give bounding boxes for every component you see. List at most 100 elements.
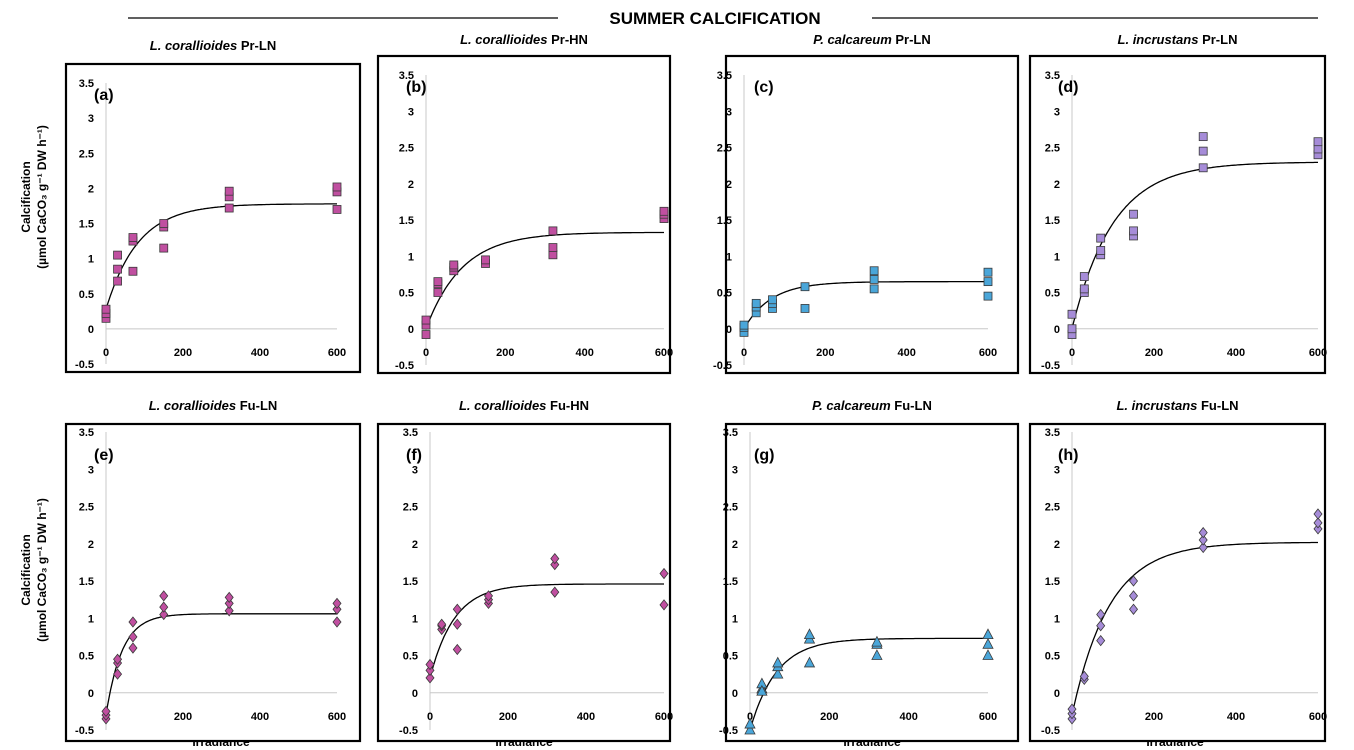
data-point-g (803, 656, 816, 668)
xtick-label-f: 400 (577, 711, 595, 723)
xtick-label-h: 200 (1145, 711, 1163, 723)
ytick-label-b: 0 (408, 324, 414, 336)
data-point-b (548, 250, 558, 260)
panel-treatment-c: Pr-LN (892, 32, 931, 47)
ytick-label-e: 2.5 (79, 502, 94, 514)
ytick-label-h: 1.5 (1045, 576, 1060, 588)
data-point-c (869, 275, 879, 284)
xtick-label-e: 400 (251, 711, 269, 723)
data-point-f (437, 618, 447, 630)
ytick-label-e: 3.5 (79, 427, 94, 439)
data-point-e (113, 653, 123, 665)
panel-frame-c (724, 54, 1020, 375)
data-point-g (744, 717, 756, 729)
ytick-label-d: 0.5 (1045, 288, 1060, 300)
fit-curve-b (425, 231, 664, 330)
data-point-e (128, 631, 138, 643)
ytick-label-d: -0.5 (1041, 360, 1060, 372)
data-point-d (1129, 209, 1138, 219)
panel-letter-e: (e) (94, 447, 114, 464)
ytick-label-f: 2 (412, 539, 418, 551)
data-point-d (1198, 146, 1208, 156)
panel-frame-a (64, 62, 362, 374)
data-point-f (452, 603, 462, 615)
data-point-c (983, 277, 993, 287)
figure-title: SUMMER CALCIFICATION (609, 9, 820, 28)
xtick-label-b: 0 (423, 347, 429, 359)
data-point-e (332, 616, 342, 628)
panels: L. corallioides Pr-LN -0.5 0 0.5 1 1.5 2 2.5 3 3.… (64, 32, 1327, 743)
ytick-label-f: 2.5 (403, 502, 418, 514)
panel-species-h: L. incrustans (1116, 398, 1197, 413)
ytick-label-d: 1 (1054, 251, 1060, 263)
ytick-label-b: 2.5 (399, 143, 414, 155)
data-point-e (224, 591, 234, 604)
data-point-f (550, 586, 560, 598)
data-point-d (1079, 284, 1089, 294)
xtick-label-c: 0 (741, 347, 747, 359)
ytick-label-b: -0.5 (395, 360, 414, 372)
ytick-label-e: 1 (88, 613, 94, 625)
data-point-b (421, 330, 431, 339)
panel-title-d: L. incrustans Pr-LN (1118, 32, 1238, 47)
ytick-label-c: 0.5 (717, 288, 732, 300)
panel-frame-e (64, 422, 362, 743)
ytick-label-c: 1.5 (717, 215, 732, 227)
ytick-label-f: 0.5 (403, 651, 418, 663)
data-point-a (159, 219, 169, 228)
data-point-h (1313, 517, 1323, 529)
data-point-g (744, 723, 756, 735)
ytick-label-g: 2.5 (723, 502, 738, 514)
ytick-label-e: -0.5 (75, 725, 94, 737)
data-point-g (772, 656, 784, 668)
panel-letter-a: (a) (94, 87, 114, 104)
data-point-h (1067, 703, 1077, 715)
data-point-g (871, 649, 883, 660)
panel-species-b: L. corallioides (460, 32, 547, 47)
ytick-label-b: 0.5 (399, 288, 414, 300)
panel-title-c: P. calcareum Pr-LN (813, 32, 931, 47)
ylabel-bottom-line1: Calcification (19, 534, 33, 605)
ytick-label-d: 2 (1054, 179, 1060, 191)
data-point-e (101, 705, 111, 718)
ytick-label-b: 1.5 (399, 215, 414, 227)
ytick-label-a: 0 (88, 324, 94, 336)
data-point-b (433, 277, 443, 287)
ytick-label-e: 0 (88, 688, 94, 700)
data-point-e (159, 590, 169, 602)
data-point-h (1313, 523, 1323, 535)
xtick-label-d: 0 (1069, 347, 1075, 359)
xtick-label-c: 400 (897, 347, 915, 359)
data-point-h (1079, 670, 1089, 683)
ytick-label-e: 0.5 (79, 651, 94, 663)
data-point-g (756, 684, 768, 696)
ytick-label-h: 3.5 (1045, 427, 1060, 439)
xtick-label-f: 600 (655, 711, 673, 723)
ytick-label-a: -0.5 (75, 359, 94, 371)
data-point-d (1313, 144, 1323, 154)
ylabel-top-line2: (µmol CaCO₃ g⁻¹ DW h⁻¹) (35, 125, 49, 269)
xtick-label-g: 600 (979, 711, 997, 723)
xtick-label-g: 200 (820, 711, 838, 723)
panel-letter-g: (g) (754, 447, 774, 464)
ytick-label-a: 3 (88, 113, 94, 125)
data-point-h (1096, 634, 1106, 647)
data-point-c (739, 320, 749, 330)
data-point-f (659, 599, 669, 611)
data-point-d (1067, 309, 1077, 319)
ytick-label-a: 2 (88, 183, 94, 195)
data-point-g (982, 628, 994, 640)
fit-curve-f (429, 583, 664, 679)
data-point-f (659, 567, 669, 580)
ytick-label-b: 2 (408, 179, 414, 191)
data-point-b (548, 243, 558, 252)
ytick-label-a: 2.5 (79, 148, 94, 160)
data-point-e (113, 668, 123, 680)
ytick-label-e: 3 (88, 464, 94, 476)
fit-curve-e (105, 613, 337, 716)
data-point-h (1198, 534, 1208, 546)
xtick-label-b: 400 (575, 347, 593, 359)
xtick-label-g: 400 (899, 711, 917, 723)
xtick-label-h: 400 (1227, 711, 1245, 723)
panel-frame-h (1028, 422, 1327, 743)
